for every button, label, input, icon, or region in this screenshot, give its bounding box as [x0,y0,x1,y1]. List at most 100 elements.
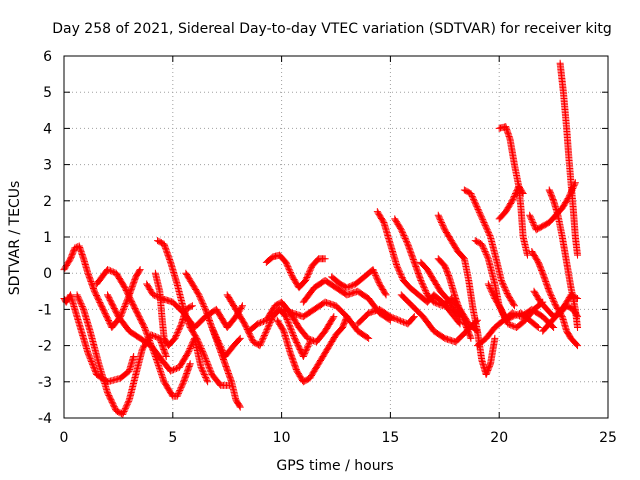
data-point [119,409,127,417]
data-point [422,288,430,296]
data-point [399,229,407,237]
data-point [573,341,581,349]
data-point [260,331,268,339]
y-tick-label: 4 [43,121,52,137]
data-point [303,272,311,280]
data-point [481,247,489,255]
data-point [259,334,267,342]
data-point [282,313,290,321]
data-point [503,288,511,296]
data-point [268,316,276,324]
data-point [136,266,144,274]
data-point [499,308,507,316]
data-point [188,302,196,310]
data-point [306,266,314,274]
data-point [484,227,492,235]
data-point [499,279,507,287]
data-point [431,299,439,307]
y-tick-label: 1 [43,230,52,246]
data-point [399,230,407,238]
data-point [151,292,159,300]
data-point [260,333,268,341]
data-point [171,365,179,373]
data-point [148,331,156,339]
data-point [419,281,427,289]
data-point [85,352,93,360]
data-point [499,310,507,318]
data-point [487,286,495,294]
data-point [199,368,207,376]
data-point [488,289,496,297]
data-point [486,283,494,291]
data-point [401,234,409,242]
data-point [374,276,382,284]
data-point [84,349,92,357]
data-point [303,274,311,282]
data-point [473,203,481,211]
data-point [202,355,210,363]
data-point [159,375,167,383]
data-point [510,302,518,310]
data-point [261,330,269,338]
data-point [439,221,447,229]
data-markers [60,59,582,418]
data-point [186,344,194,352]
data-point [143,329,151,337]
series-arc36 [539,291,582,335]
data-point [370,268,378,276]
data-point [480,219,488,227]
data-point [256,342,264,350]
data-point [500,311,508,319]
data-point [289,330,297,338]
data-point [185,346,193,354]
data-point [106,267,114,275]
data-point [330,313,338,321]
series-arc13 [262,251,329,292]
data-point [370,267,378,275]
data-point [267,317,275,325]
data-point [491,334,499,342]
data-point [287,270,295,278]
x-tick-label: 0 [60,430,69,446]
data-point [195,340,203,348]
data-point [550,299,558,307]
data-point [144,334,152,342]
data-point [434,211,442,219]
x-axis-label: GPS time / hours [276,458,393,474]
series-arc15 [278,298,373,342]
data-point [433,299,441,307]
data-point [198,298,206,306]
data-point [283,260,291,268]
data-point [434,300,442,308]
data-point [574,324,582,331]
data-point [479,216,487,224]
data-point [257,319,265,327]
data-point [484,280,492,288]
data-point [455,319,463,327]
data-point [486,361,494,369]
y-tick-label: 0 [43,266,52,282]
series-arc21 [397,291,481,346]
data-point [201,372,209,380]
data-point [150,332,158,340]
data-point [488,287,496,295]
data-point [371,270,379,278]
data-point [416,275,424,283]
data-point [155,293,163,301]
data-point [202,356,210,364]
data-point [77,300,85,308]
series-arc10 [208,324,244,411]
data-point [197,343,205,351]
data-point [144,332,152,340]
data-point [135,267,143,275]
data-point [438,219,446,227]
data-point [526,213,534,221]
data-point [198,297,206,305]
data-point [149,291,157,299]
data-point [501,314,509,322]
data-point [421,287,429,295]
data-point [401,233,409,241]
data-point [177,384,185,392]
data-point [528,217,536,225]
data-point [172,333,180,341]
